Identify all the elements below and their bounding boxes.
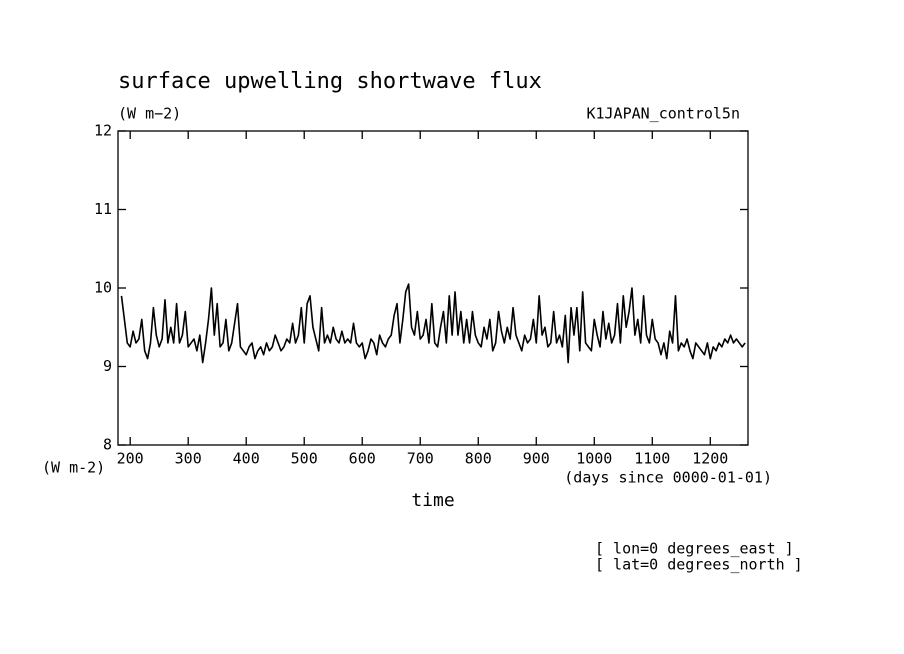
x-tick-label: 800: [465, 450, 492, 468]
chart-subtitle: (W m−2): [118, 105, 181, 123]
x-tick-label: 1200: [692, 450, 728, 468]
x-units: (days since 0000-01-01): [564, 469, 772, 487]
y-tick-label: 11: [94, 200, 112, 218]
x-tick-label: 500: [291, 450, 318, 468]
note: [ lon=0 degrees_east ]: [595, 540, 794, 558]
x-tick-label: 200: [117, 450, 144, 468]
x-tick-label: 1000: [576, 450, 612, 468]
x-tick-label: 700: [407, 450, 434, 468]
data-line: [120, 283, 746, 364]
x-tick-label: 900: [523, 450, 550, 468]
x-tick-label: 600: [349, 450, 376, 468]
y-tick-label: 10: [94, 279, 112, 297]
y-tick-label: 12: [94, 122, 112, 140]
x-tick-label: 400: [233, 450, 260, 468]
y-tick-label: 9: [103, 357, 112, 375]
y-axis-label: (W m-2): [42, 459, 105, 477]
chart-title: surface upwelling shortwave flux: [118, 69, 542, 94]
x-axis-label: time: [411, 490, 454, 511]
x-tick-label: 300: [175, 450, 202, 468]
annotation: K1JAPAN_control5n: [586, 105, 740, 123]
y-tick-label: 8: [103, 436, 112, 454]
x-tick-label: 1100: [634, 450, 670, 468]
note: [ lat=0 degrees_north ]: [595, 556, 803, 574]
